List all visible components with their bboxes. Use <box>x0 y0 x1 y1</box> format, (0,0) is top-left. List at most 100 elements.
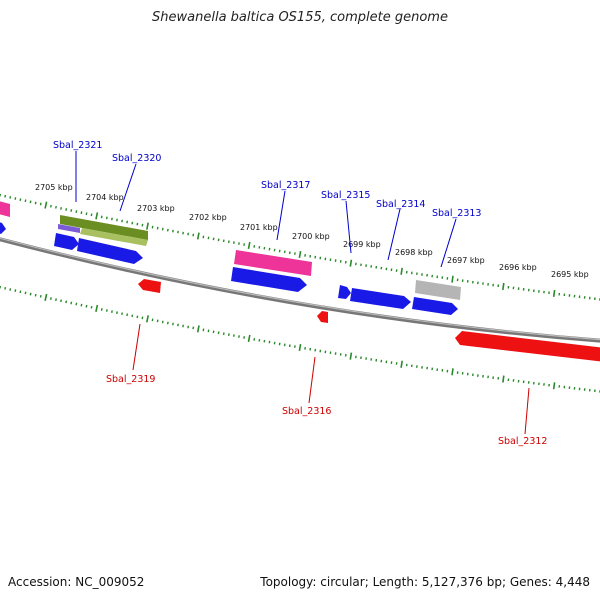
ruler-minor-tick <box>163 321 164 324</box>
length-label: Length: <box>373 575 418 589</box>
tick-label: 2704 kbp <box>86 193 124 202</box>
gene-arrow-blue[interactable] <box>0 221 6 234</box>
gene-arrow-red[interactable] <box>317 311 328 323</box>
gene-arrow-blue[interactable] <box>350 288 411 309</box>
gene-block-pink[interactable] <box>0 200 10 217</box>
ruler-minor-tick <box>346 354 347 357</box>
ruler-major-tick <box>299 344 300 351</box>
tick-label: 2696 kbp <box>499 263 537 272</box>
ruler-major-tick <box>198 233 199 240</box>
tick-label: 2705 kbp <box>35 183 73 192</box>
gene-label-forward[interactable]: Sbal_2321 <box>53 140 102 151</box>
ruler-major-tick <box>45 294 47 301</box>
gene-label-reverse[interactable]: Sbal_2316 <box>282 406 331 417</box>
leader-line <box>309 357 315 403</box>
ruler-minor-tick <box>224 240 225 242</box>
tick-label: 2698 kbp <box>395 248 433 257</box>
ruler-minor-tick <box>35 294 36 296</box>
ruler-minor-tick <box>15 197 16 199</box>
accession-label: Accession: <box>8 575 71 589</box>
ruler-major-tick <box>401 268 402 275</box>
accession-info: Accession: NC_009052 <box>8 575 144 589</box>
ruler-major-tick <box>198 326 199 333</box>
ruler-minor-tick <box>112 218 113 221</box>
tick-label: 2701 kbp <box>240 223 278 232</box>
ruler-minor-tick <box>254 338 255 341</box>
tick-label: 2702 kbp <box>189 213 227 222</box>
ruler-minor-tick <box>81 211 82 214</box>
ruler-minor-tick <box>259 246 260 248</box>
gene-block-gray[interactable] <box>415 280 461 300</box>
ruler-major-tick <box>96 305 98 312</box>
ruler-major-tick <box>452 368 453 375</box>
ruler-minor-tick <box>346 261 347 264</box>
ruler-minor-tick <box>254 245 255 247</box>
ruler-minor-tick <box>157 320 158 322</box>
ruler-minor-tick <box>183 325 184 328</box>
ruler-minor-tick <box>173 323 174 326</box>
ruler-minor-tick <box>279 343 280 346</box>
gene-label-reverse[interactable]: Sbal_2319 <box>106 374 155 385</box>
ruler-minor-tick <box>127 314 128 317</box>
genes-value: 4,448 <box>556 575 590 589</box>
ruler-minor-tick <box>76 303 77 306</box>
ruler-minor-tick <box>35 202 36 205</box>
ruler-minor-tick <box>117 311 118 314</box>
gene-label-forward[interactable]: Sbal_2313 <box>432 208 481 219</box>
ruler-minor-tick <box>20 291 21 293</box>
ruler-minor-tick <box>61 300 62 303</box>
ruler-minor-tick <box>229 241 230 244</box>
ruler-major-tick <box>452 276 453 283</box>
gene-arrow-blue[interactable] <box>54 233 79 250</box>
topology-value: circular <box>320 575 364 589</box>
genes-label: Genes: <box>510 575 552 589</box>
ruler-major-tick <box>401 361 402 368</box>
ruler-minor-tick <box>66 208 67 211</box>
ruler-minor-tick <box>91 214 92 216</box>
ruler-minor-tick <box>41 295 42 297</box>
ruler-minor-tick <box>137 223 138 225</box>
ruler-minor-tick <box>315 349 316 352</box>
tick-label: 2699 kbp <box>343 240 381 249</box>
ruler-minor-tick <box>315 256 316 259</box>
ruler-minor-tick <box>5 195 6 198</box>
ruler-minor-tick <box>152 319 153 321</box>
ruler-minor-tick <box>279 250 280 253</box>
ruler-minor-tick <box>112 310 113 312</box>
ruler-minor-tick <box>285 251 286 254</box>
ruler-minor-tick <box>218 332 219 335</box>
ruler-minor-tick <box>30 201 31 204</box>
gene-label-forward[interactable]: Sbal_2314 <box>376 199 425 210</box>
ruler-minor-tick <box>56 206 57 208</box>
gene-label-forward[interactable]: Sbal_2315 <box>321 190 370 201</box>
ruler-minor-tick <box>157 227 158 230</box>
ruler-major-tick <box>249 335 250 342</box>
gene-label-forward[interactable]: Sbal_2320 <box>112 153 161 164</box>
ruler-major-tick <box>554 382 555 389</box>
tick-label: 2703 kbp <box>137 204 175 213</box>
gene-label-forward[interactable]: Sbal_2317 <box>261 180 310 191</box>
ruler-minor-tick <box>188 326 189 329</box>
ruler-minor-tick <box>10 196 11 198</box>
ruler-minor-tick <box>122 220 123 223</box>
leader-line <box>277 191 285 240</box>
gene-label-reverse[interactable]: Sbal_2312 <box>498 436 547 447</box>
ruler-major-tick <box>147 223 148 230</box>
ruler-minor-tick <box>10 288 11 290</box>
ruler-major-tick <box>147 315 148 322</box>
ruler-minor-tick <box>86 305 87 308</box>
ruler-minor-tick <box>107 217 108 219</box>
ruler-minor-tick <box>56 298 57 301</box>
ruler-minor-tick <box>137 316 138 318</box>
ruler-major-tick <box>350 353 351 360</box>
gene-arrow-blue[interactable] <box>412 297 458 315</box>
ruler-major-tick <box>503 283 504 290</box>
accession-value: NC_009052 <box>75 575 144 589</box>
ruler-minor-tick <box>102 308 103 311</box>
ruler-minor-tick <box>81 304 82 307</box>
gene-arrow-red[interactable] <box>138 279 161 293</box>
ruler-minor-tick <box>285 344 286 347</box>
gene-arrow-blue[interactable] <box>338 285 351 299</box>
